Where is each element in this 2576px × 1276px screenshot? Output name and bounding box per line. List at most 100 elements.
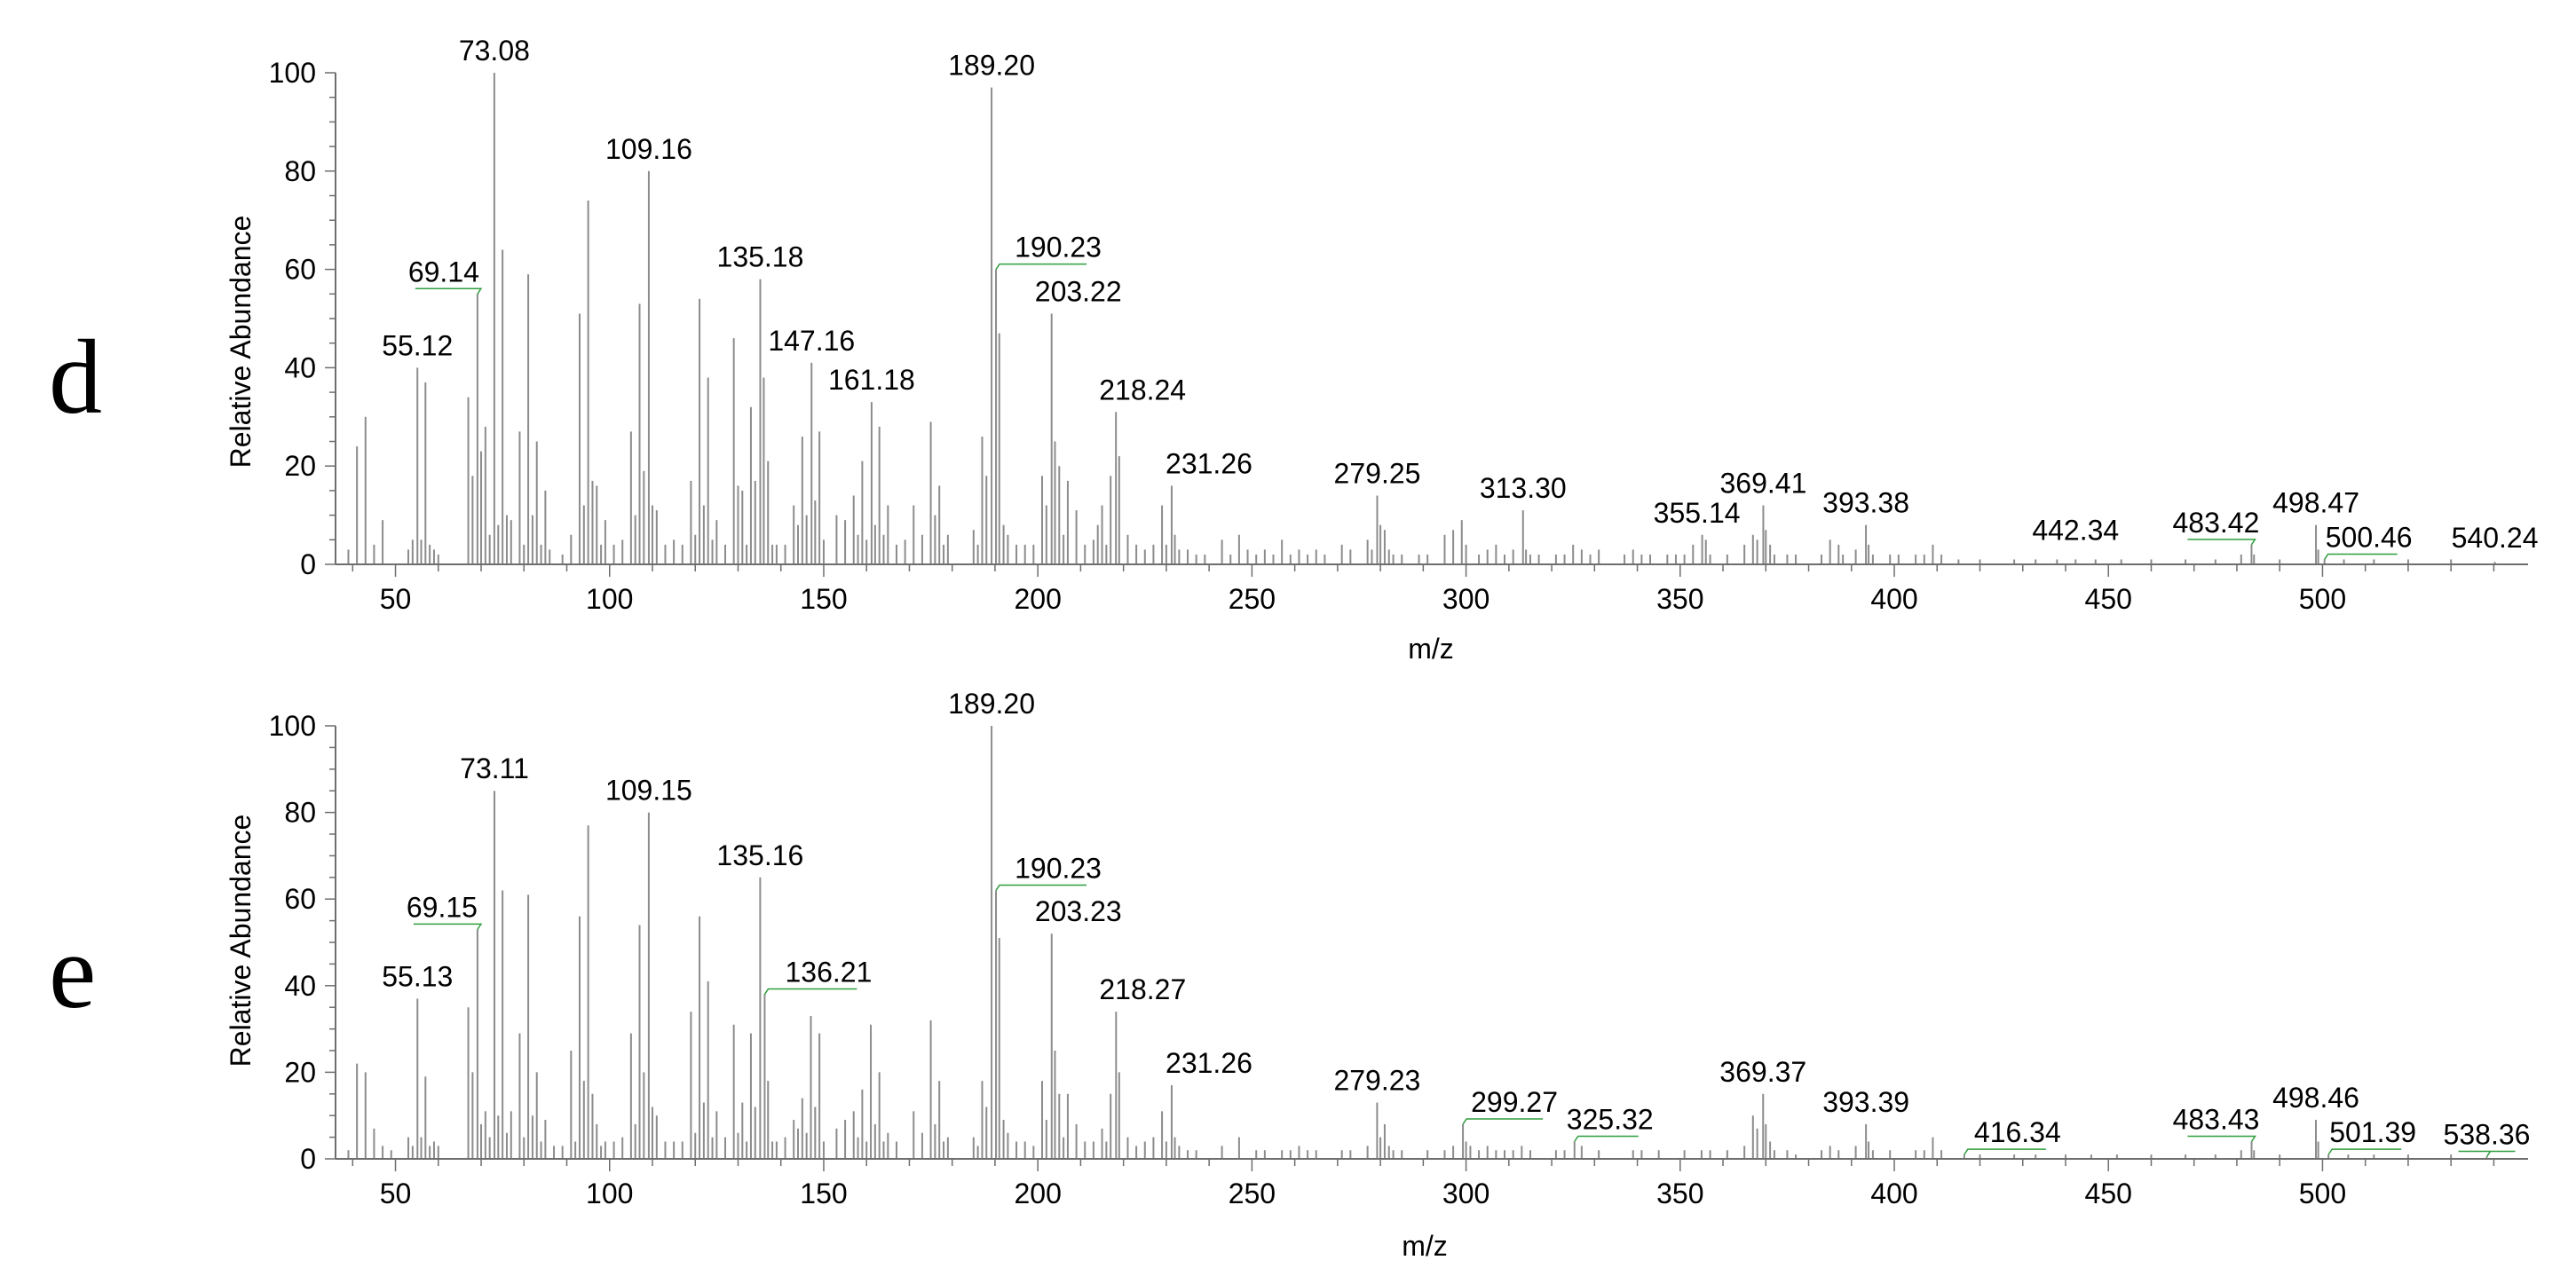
peak-labels-d: 73.08 189.20 109.16 69.14 135.18 190.23 203.22… (382, 35, 2538, 554)
x-tick-label: 500 (2299, 1178, 2346, 1209)
peak-label: 540.24 (2452, 522, 2539, 554)
ticks-d: 0 20 40 60 80 100 50 100 150 200 250 300 350 400 450 50… (269, 57, 2495, 615)
x-tick-label: 500 (2299, 583, 2346, 615)
panel-letter-d: d (49, 318, 102, 436)
y-tick-label: 60 (284, 254, 316, 286)
peak-label-leader (995, 884, 1087, 891)
peak-label: 109.16 (605, 133, 692, 165)
x-axis-title-e: m/z (1402, 1230, 1448, 1262)
x-tick-label: 50 (380, 583, 412, 615)
x-tick-label: 450 (2085, 583, 2132, 615)
peak-label-leader (413, 923, 483, 930)
x-tick-label: 100 (586, 583, 633, 615)
x-tick-label: 300 (1442, 583, 1489, 615)
peak-label-leader (995, 263, 1087, 271)
y-tick-label: 60 (284, 883, 316, 915)
peak-label: 299.27 (1471, 1086, 1558, 1118)
panel-letter-e: e (49, 912, 96, 1030)
peak-label: 501.39 (2329, 1116, 2416, 1148)
peak-label: 55.13 (382, 960, 453, 992)
peak-label: 393.38 (1822, 487, 1909, 519)
peak-label: 147.16 (768, 325, 855, 357)
x-tick-label: 250 (1229, 1178, 1276, 1209)
y-axis-title-e: Relative Abundance (225, 815, 257, 1067)
y-tick-label: 80 (284, 797, 316, 829)
peak-label: 189.20 (948, 50, 1035, 82)
y-tick-label: 100 (269, 710, 316, 742)
ticks-e: 0 20 40 60 80 100 50 100 150 200 250 300 350 400 450 50… (269, 710, 2495, 1209)
peak-label: 69.14 (408, 256, 479, 287)
y-tick-label: 40 (284, 351, 316, 383)
peak-label-leader (1462, 1118, 1544, 1125)
peak-label: 279.25 (1334, 457, 1421, 489)
peak-label: 483.43 (2173, 1103, 2260, 1135)
x-tick-label: 150 (800, 583, 847, 615)
peak-label: 218.24 (1099, 374, 1186, 406)
x-tick-label: 50 (380, 1178, 412, 1209)
peak-label: 55.12 (382, 329, 453, 361)
peak-label: 218.27 (1099, 973, 1186, 1005)
peak-label-leader (1574, 1135, 1639, 1142)
x-tick-label: 150 (800, 1178, 847, 1209)
x-tick-label: 400 (1870, 1178, 1917, 1209)
peak-label-leader (2187, 1135, 2256, 1142)
x-axis-title-d: m/z (1408, 633, 1454, 665)
x-tick-label: 300 (1442, 1178, 1489, 1209)
peak-label: 500.46 (2326, 521, 2413, 553)
peak-label: 190.23 (1015, 852, 1102, 884)
peak-label: 325.32 (1567, 1103, 1654, 1135)
peak-label: 189.20 (948, 688, 1035, 720)
y-tick-label: 0 (300, 548, 316, 580)
peak-label: 442.34 (2032, 514, 2119, 546)
x-tick-label: 400 (1870, 583, 1917, 615)
peak-label: 135.18 (717, 241, 804, 273)
peak-label: 190.23 (1015, 232, 1102, 264)
peak-label: 416.34 (1974, 1116, 2061, 1148)
peak-label: 279.23 (1333, 1065, 1420, 1097)
spectrum-panel-e: e 0 20 40 60 80 100 50 100 150 200 250 300 350 400 450… (49, 688, 2530, 1262)
peak-label-leader (2324, 553, 2398, 560)
peak-label: 135.16 (716, 839, 803, 871)
peak-labels-e: 189.20 73.11 109.15 135.16 190.23 69.15 203.23… (382, 688, 2530, 1151)
peak-label: 369.37 (1719, 1056, 1806, 1088)
y-axis-title-d: Relative Abundance (225, 216, 257, 469)
x-tick-label: 250 (1229, 583, 1276, 615)
peak-label: 73.11 (460, 752, 529, 784)
peak-label: 69.15 (407, 891, 478, 923)
peak-label: 231.26 (1166, 1047, 1252, 1079)
x-tick-label: 350 (1656, 583, 1703, 615)
spectrum-panel-d: d 0 20 40 60 80 100 50 100 150 200 250 300 350 400 450… (49, 35, 2539, 665)
peak-label-leader (1964, 1148, 2046, 1155)
peak-label: 313.30 (1480, 472, 1567, 504)
x-tick-label: 200 (1014, 583, 1061, 615)
peak-label-leader (415, 287, 483, 295)
y-tick-label: 40 (284, 970, 316, 1002)
peak-label: 203.23 (1035, 895, 1122, 927)
x-tick-label: 450 (2085, 1178, 2132, 1209)
peak-label: 231.26 (1166, 447, 1252, 479)
peak-label: 203.22 (1035, 275, 1122, 307)
peak-label: 393.39 (1822, 1086, 1909, 1118)
peak-label: 369.41 (1720, 468, 1807, 500)
peak-label-leader (2187, 539, 2256, 546)
peak-label-leader (2327, 1148, 2402, 1155)
y-tick-label: 0 (300, 1143, 316, 1175)
peak-label: 498.46 (2272, 1082, 2359, 1114)
x-tick-label: 100 (586, 1178, 633, 1209)
peak-label: 483.42 (2173, 507, 2260, 539)
y-tick-label: 80 (284, 155, 316, 187)
y-tick-label: 20 (284, 450, 316, 482)
y-tick-label: 100 (269, 57, 316, 89)
peak-label: 498.47 (2272, 487, 2359, 519)
y-tick-label: 20 (284, 1056, 316, 1088)
x-tick-label: 350 (1656, 1178, 1703, 1209)
peak-label: 355.14 (1654, 497, 1741, 529)
label-leaders-d (415, 263, 2398, 560)
peak-bars-d (347, 73, 2496, 564)
peak-label: 109.15 (605, 775, 692, 807)
peak-label-leader (2458, 1150, 2516, 1157)
peak-bars-e (347, 726, 2488, 1159)
peak-label: 538.36 (2444, 1119, 2531, 1151)
peak-label: 161.18 (828, 364, 915, 396)
